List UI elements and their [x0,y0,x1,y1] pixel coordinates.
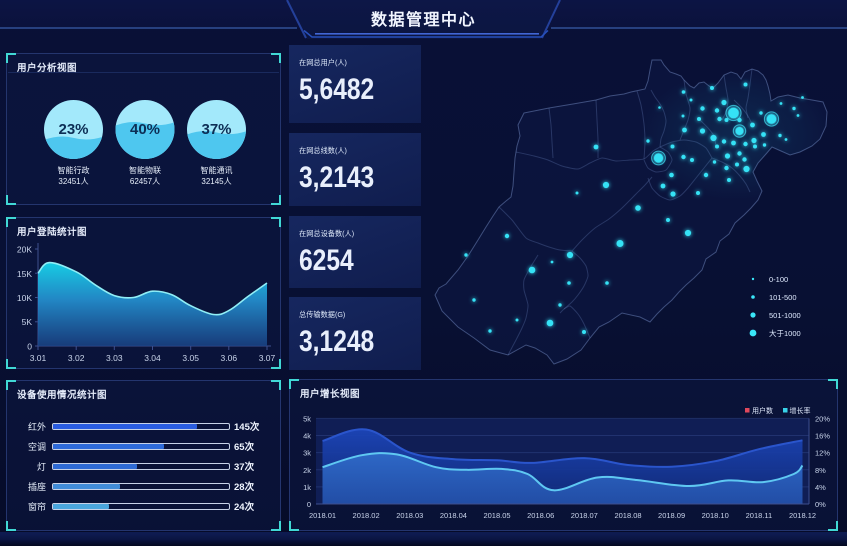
svg-text:3.03: 3.03 [106,353,123,363]
svg-text:2k: 2k [303,466,311,475]
svg-text:3.01: 3.01 [30,353,47,363]
svg-text:20K: 20K [17,245,32,255]
svg-text:8%: 8% [815,466,826,475]
svg-text:4k: 4k [303,432,311,441]
svg-text:0: 0 [27,342,32,352]
svg-text:2018.03: 2018.03 [396,511,423,520]
svg-text:40%: 40% [130,121,160,138]
svg-text:15K: 15K [17,269,32,279]
svg-text:3.06: 3.06 [221,353,238,363]
svg-text:3.02: 3.02 [68,353,85,363]
svg-text:37%: 37% [201,121,231,138]
svg-text:2018.09: 2018.09 [658,511,685,520]
svg-text:2018.02: 2018.02 [353,511,380,520]
svg-text:20%: 20% [815,414,830,423]
svg-text:10K: 10K [17,293,32,303]
svg-text:2018.01: 2018.01 [309,511,336,520]
svg-text:3.04: 3.04 [144,353,161,363]
svg-text:0%: 0% [815,500,826,509]
svg-text:用户数: 用户数 [752,406,773,415]
svg-text:0-100: 0-100 [769,275,788,284]
svg-text:16%: 16% [815,432,830,441]
svg-text:2018.10: 2018.10 [702,511,729,520]
svg-text:2018.06: 2018.06 [527,511,554,520]
svg-text:0: 0 [307,500,311,509]
svg-text:2018.11: 2018.11 [746,511,773,520]
svg-text:大于1000: 大于1000 [769,328,801,338]
svg-text:12%: 12% [815,449,830,458]
svg-text:2018.08: 2018.08 [614,511,641,520]
svg-text:1k: 1k [303,483,311,492]
svg-text:23%: 23% [58,121,88,138]
svg-text:3.05: 3.05 [182,353,199,363]
svg-text:501-1000: 501-1000 [769,311,801,320]
svg-text:2018.04: 2018.04 [440,511,467,520]
svg-text:2018.12: 2018.12 [789,511,816,520]
svg-text:2018.07: 2018.07 [571,511,598,520]
svg-text:3k: 3k [303,449,311,458]
svg-text:4%: 4% [815,483,826,492]
svg-text:5K: 5K [22,317,33,327]
svg-text:3.07: 3.07 [259,353,276,363]
svg-text:增长率: 增长率 [790,406,811,415]
svg-text:2018.05: 2018.05 [483,511,510,520]
svg-text:101-500: 101-500 [769,293,797,302]
svg-text:5k: 5k [303,414,311,423]
